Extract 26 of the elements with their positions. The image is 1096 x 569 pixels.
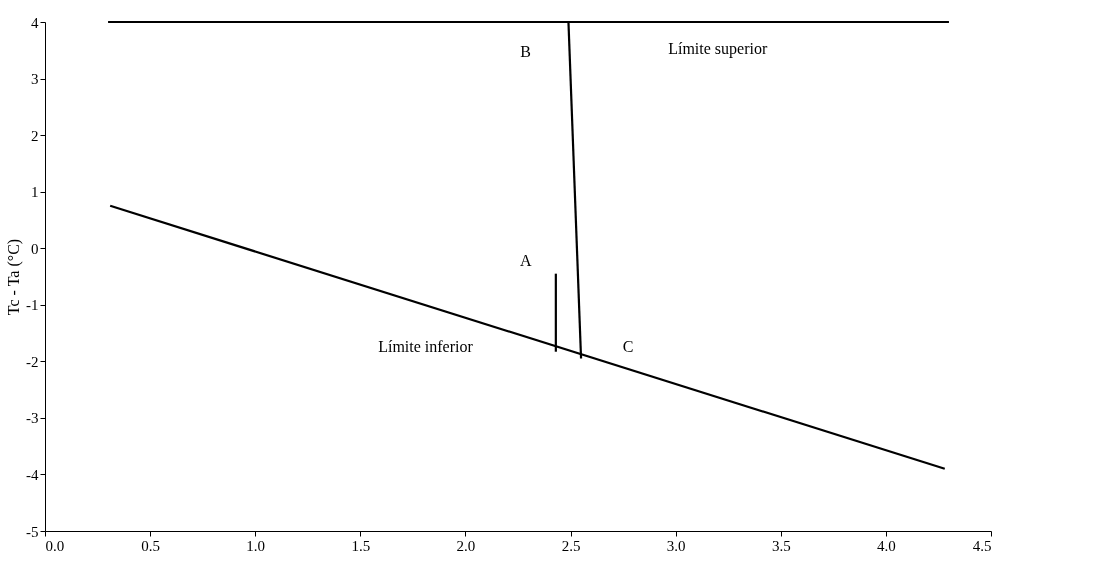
y-tick-label: -1 xyxy=(26,297,39,314)
y-tick-label: -5 xyxy=(26,523,39,540)
y-tick-label: 1 xyxy=(31,184,39,201)
x-tick-label: 1.5 xyxy=(351,537,371,554)
x-tick-label: 4.0 xyxy=(877,537,896,554)
x-tick-label: 2.0 xyxy=(456,537,476,554)
y-tick-label: 3 xyxy=(31,71,39,88)
annotation: Límite superior xyxy=(668,40,768,58)
x-tick-label: 3.0 xyxy=(666,537,686,554)
x-tick-label: 2.5 xyxy=(561,537,581,554)
y-tick-label: 4 xyxy=(31,14,39,31)
y-tick-label: 0 xyxy=(31,240,39,257)
annotation: A xyxy=(520,251,533,269)
y-tick-label: 2 xyxy=(31,127,39,144)
x-tick-label: 4.5 xyxy=(972,537,992,554)
annotation: Límite inferior xyxy=(378,337,474,355)
x-tick-label: 0.5 xyxy=(141,537,160,554)
x-tick-label: 0.0 xyxy=(45,537,65,554)
x-tick-label: 3.5 xyxy=(771,537,791,554)
y-axis-title: Tc - Ta (°C) xyxy=(5,238,23,316)
x-tick-label: 1.0 xyxy=(246,537,266,554)
y-tick-label: -2 xyxy=(26,353,39,370)
annotation: C xyxy=(622,337,634,355)
annotation: B xyxy=(520,43,531,60)
y-tick-label: -3 xyxy=(26,410,39,427)
y-tick-label: -4 xyxy=(26,466,39,483)
